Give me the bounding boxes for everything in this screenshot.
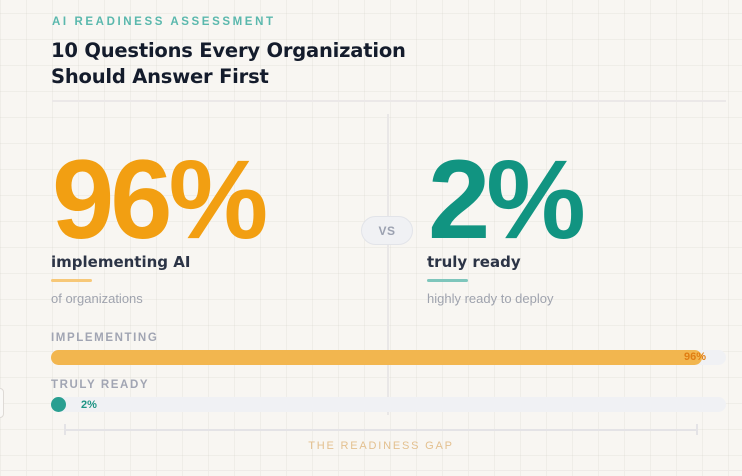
gap-scale-tick-start [64, 424, 66, 435]
stat-sublabel-ready: highly ready to deploy [427, 291, 554, 306]
title-line-1: 10 Questions Every Organization [51, 39, 406, 62]
readiness-gap-label: THE READINESS GAP [308, 440, 454, 452]
bar-fill-implementing [51, 350, 702, 365]
stat-label-ready: truly ready [427, 253, 521, 271]
side-panel-handle[interactable] [0, 388, 4, 418]
stat-value-ready: 2% [428, 137, 586, 262]
stat-label-implementing: implementing AI [51, 253, 191, 271]
eyebrow-label: AI READINESS ASSESSMENT [52, 16, 276, 28]
title-line-2: Should Answer First [51, 65, 269, 88]
header-divider [52, 100, 726, 102]
bar-fill-ready [51, 397, 66, 412]
bar-label-implementing: IMPLEMENTING [51, 332, 159, 344]
bar-value-implementing: 96% [684, 351, 707, 363]
vs-badge: VS [361, 216, 413, 245]
page-title: 10 Questions Every Organization Should A… [51, 38, 406, 90]
stat-value-implementing: 96% [52, 137, 268, 262]
accent-underline-ready [427, 279, 468, 282]
bottom-divider [0, 470, 742, 471]
accent-underline-implementing [51, 279, 92, 282]
gap-scale-tick-end [696, 424, 698, 435]
bar-label-ready: TRULY READY [51, 379, 150, 391]
vertical-divider [387, 114, 389, 415]
gap-scale-line [65, 429, 697, 431]
bar-track-ready [51, 397, 726, 412]
stat-sublabel-implementing: of organizations [51, 291, 143, 306]
bar-value-ready: 2% [81, 399, 97, 411]
